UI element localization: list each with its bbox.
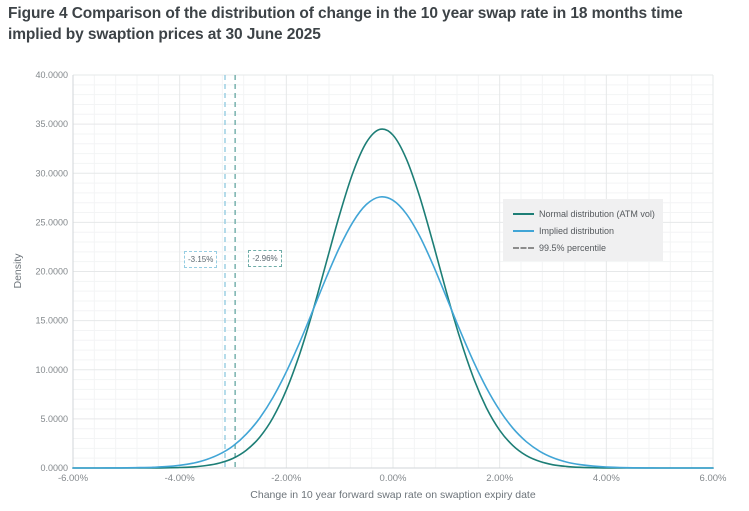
y-tick-label: 15.0000 (35, 316, 68, 326)
y-tick-label: 30.0000 (35, 168, 68, 178)
curve-implied-distribution (72, 196, 714, 469)
y-tick-label: 10.0000 (35, 365, 68, 375)
legend-item-percentile: 99.5% percentile (513, 241, 655, 254)
x-tick-label: 0.00% (380, 473, 407, 484)
x-tick-label: -4.00% (165, 473, 196, 484)
x-tick-label: 4.00% (593, 473, 620, 484)
y-tick-label: 5.0000 (40, 414, 68, 424)
figure-title: Figure 4 Comparison of the distribution … (8, 5, 683, 43)
y-tick-label: 40.0000 (35, 70, 68, 80)
x-tick-label: 6.00% (700, 473, 727, 484)
legend-line-swatch (513, 212, 534, 215)
legend-label: 99.5% percentile (539, 242, 607, 253)
x-tick-label: -6.00% (58, 473, 89, 484)
legend-item-normal-distribution: Normal distribution (ATM vol) (513, 207, 655, 220)
y-axis-title: Density (12, 253, 24, 289)
legend-dashed-swatch (513, 246, 534, 249)
x-axis-title: Change in 10 year forward swap rate on s… (250, 489, 536, 501)
legend-item-implied-distribution: Implied distribution (513, 224, 655, 237)
x-tick-label: -2.00% (271, 473, 302, 484)
curve-normal-distribution-atm-vol (72, 128, 714, 469)
percentile-annotation-implied: -3.15% (184, 251, 217, 268)
legend-label: Normal distribution (ATM vol) (539, 208, 655, 219)
percentile-annotation-normal: -2.96% (248, 250, 282, 267)
y-tick-label: 0.0000 (40, 463, 68, 473)
y-tick-label: 20.0000 (35, 267, 68, 277)
y-tick-label: 25.0000 (35, 217, 68, 227)
legend-label: Implied distribution (539, 225, 615, 236)
y-tick-label: 35.0000 (35, 119, 68, 129)
x-tick-label: 2.00% (486, 473, 513, 484)
chart-legend: Normal distribution (ATM vol) Implied di… (503, 199, 663, 261)
legend-line-swatch (513, 229, 534, 232)
